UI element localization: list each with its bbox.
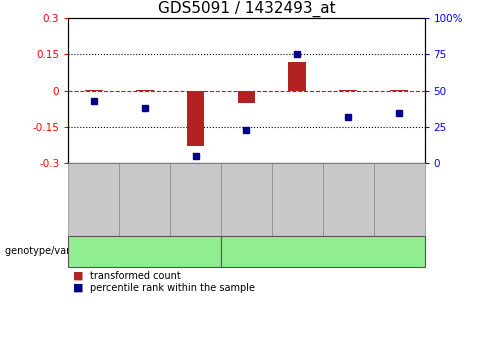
Text: GSM1151367: GSM1151367 — [191, 176, 200, 232]
Text: GSM1151371: GSM1151371 — [395, 176, 404, 232]
Bar — [85, 90, 102, 91]
Text: GSM1151369: GSM1151369 — [293, 176, 302, 232]
Text: genotype/variation ▶: genotype/variation ▶ — [5, 246, 108, 256]
Bar — [390, 90, 408, 91]
Bar — [238, 91, 255, 103]
Text: ■: ■ — [73, 271, 84, 281]
Title: GDS5091 / 1432493_at: GDS5091 / 1432493_at — [158, 1, 335, 17]
Text: transformed count: transformed count — [90, 271, 181, 281]
Text: GSM1151368: GSM1151368 — [242, 176, 251, 232]
Text: GSM1151370: GSM1151370 — [344, 176, 353, 232]
Text: percentile rank within the sample: percentile rank within the sample — [90, 283, 255, 293]
Bar — [339, 90, 357, 91]
Text: cystatin B knockout Cstb-/-: cystatin B knockout Cstb-/- — [84, 247, 205, 256]
Text: wild type: wild type — [302, 247, 344, 256]
Bar — [136, 90, 154, 91]
Bar — [288, 62, 306, 91]
Text: ■: ■ — [73, 283, 84, 293]
Text: GSM1151365: GSM1151365 — [89, 176, 98, 232]
Text: GSM1151366: GSM1151366 — [140, 176, 149, 232]
Bar — [186, 91, 204, 146]
